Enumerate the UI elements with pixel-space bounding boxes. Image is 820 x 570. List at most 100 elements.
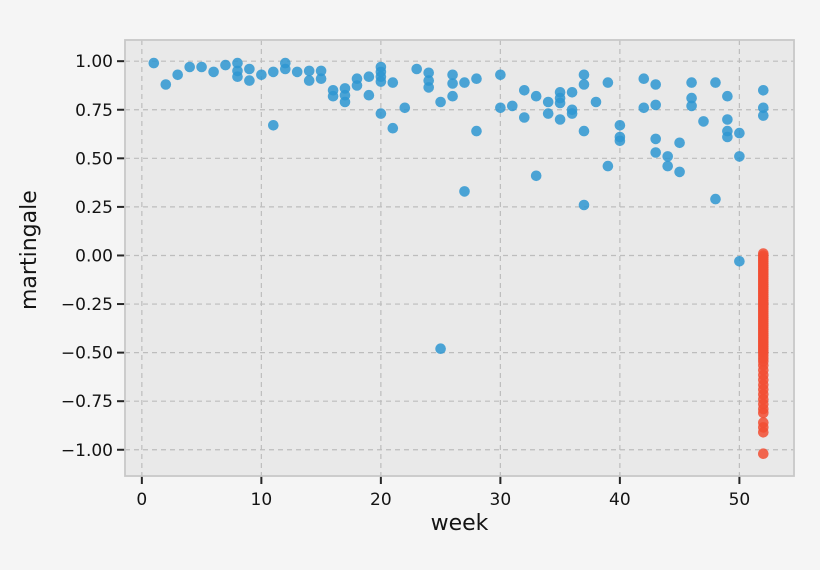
- data-point-week52-column-red: [758, 448, 769, 460]
- data-point-weekly-martingale-blue: [459, 186, 470, 197]
- data-point-weekly-martingale-blue: [554, 97, 566, 109]
- data-point-weekly-martingale-blue: [471, 125, 482, 137]
- data-point-weekly-martingale-blue: [734, 255, 745, 267]
- data-point-weekly-martingale-blue: [650, 99, 661, 111]
- data-point-weekly-martingale-blue: [554, 114, 566, 125]
- y-axis-title: martingale: [17, 190, 42, 310]
- data-point-weekly-martingale-blue: [758, 110, 769, 121]
- data-point-weekly-martingale-blue: [303, 75, 315, 86]
- data-point-weekly-martingale-blue: [566, 87, 578, 98]
- data-point-weekly-martingale-blue: [172, 69, 183, 81]
- data-point-weekly-martingale-blue: [578, 199, 590, 211]
- x-tick-label: 10: [251, 490, 273, 510]
- data-point-weekly-martingale-blue: [638, 73, 650, 84]
- data-point-weekly-martingale-blue: [734, 127, 745, 139]
- plot-background: [125, 40, 794, 476]
- data-point-weekly-martingale-blue: [315, 73, 327, 84]
- data-point-weekly-martingale-blue: [411, 63, 423, 75]
- data-point-weekly-martingale-blue: [530, 170, 542, 182]
- x-tick-label: 50: [729, 490, 751, 510]
- data-point-weekly-martingale-blue: [686, 92, 697, 104]
- data-point-week52-column-red: [758, 427, 769, 438]
- data-point-weekly-martingale-blue: [339, 96, 351, 108]
- data-point-weekly-martingale-blue: [244, 63, 255, 75]
- x-tick-label: 20: [370, 490, 392, 510]
- data-point-weekly-martingale-blue: [674, 137, 685, 149]
- data-point-weekly-martingale-blue: [459, 77, 470, 88]
- data-point-weekly-martingale-blue: [650, 147, 661, 158]
- data-point-weekly-martingale-blue: [232, 57, 243, 69]
- data-point-weekly-martingale-blue: [423, 82, 435, 93]
- data-point-weekly-martingale-blue: [650, 133, 661, 145]
- data-point-weekly-martingale-blue: [686, 77, 697, 88]
- data-point-weekly-martingale-blue: [268, 120, 279, 131]
- data-point-weekly-martingale-blue: [447, 90, 458, 102]
- data-point-weekly-martingale-blue: [447, 69, 458, 81]
- x-tick-label: 0: [136, 490, 147, 510]
- data-point-weekly-martingale-blue: [435, 343, 446, 355]
- data-point-weekly-martingale-blue: [578, 69, 590, 81]
- data-point-weekly-martingale-blue: [160, 79, 172, 90]
- data-point-weekly-martingale-blue: [435, 96, 446, 108]
- data-point-weekly-martingale-blue: [614, 120, 626, 131]
- x-tick-label: 40: [609, 490, 631, 510]
- x-tick-label: 30: [490, 490, 512, 510]
- data-point-weekly-martingale-blue: [602, 77, 614, 88]
- data-point-weekly-martingale-blue: [722, 114, 733, 125]
- data-point-weekly-martingale-blue: [650, 79, 661, 90]
- y-tick-label: −1.00: [61, 441, 113, 461]
- data-point-weekly-martingale-blue: [698, 116, 709, 127]
- data-point-weekly-martingale-blue: [578, 79, 590, 90]
- data-point-weekly-martingale-blue: [387, 77, 399, 88]
- data-point-weekly-martingale-blue: [387, 122, 399, 134]
- data-point-weekly-martingale-blue: [662, 160, 673, 172]
- data-point-weekly-martingale-blue: [758, 102, 769, 114]
- y-tick-label: −0.75: [61, 392, 113, 412]
- data-point-weekly-martingale-blue: [710, 77, 721, 88]
- data-point-weekly-martingale-blue: [184, 61, 195, 73]
- data-point-weekly-martingale-blue: [375, 76, 387, 87]
- data-point-weekly-martingale-blue: [280, 63, 291, 75]
- data-point-weekly-martingale-blue: [686, 100, 697, 112]
- data-point-weekly-martingale-blue: [244, 75, 255, 86]
- data-point-weekly-martingale-blue: [602, 160, 614, 172]
- data-point-weekly-martingale-blue: [590, 96, 602, 108]
- data-point-weekly-martingale-blue: [519, 112, 530, 123]
- data-point-weekly-martingale-blue: [578, 125, 590, 137]
- data-point-weekly-martingale-blue: [758, 85, 769, 96]
- data-point-weekly-martingale-blue: [363, 71, 375, 82]
- y-tick-label: 0.75: [75, 101, 113, 121]
- data-point-weekly-martingale-blue: [303, 65, 315, 77]
- data-point-weekly-martingale-blue: [638, 102, 650, 114]
- data-point-weekly-martingale-blue: [220, 59, 231, 71]
- data-point-weekly-martingale-blue: [542, 96, 554, 108]
- data-point-weekly-martingale-blue: [519, 85, 530, 96]
- y-tick-label: 0.25: [75, 198, 113, 218]
- y-tick-label: −0.50: [61, 344, 113, 364]
- data-point-weekly-martingale-blue: [363, 89, 375, 101]
- data-point-weekly-martingale-blue: [495, 102, 506, 114]
- y-tick-label: −0.25: [61, 295, 113, 315]
- data-point-weekly-martingale-blue: [268, 66, 279, 78]
- data-point-weekly-martingale-blue: [722, 90, 733, 102]
- data-point-weekly-martingale-blue: [423, 67, 435, 79]
- data-point-weekly-martingale-blue: [674, 166, 685, 178]
- y-tick-label: 0.00: [75, 246, 113, 266]
- data-point-weekly-martingale-blue: [399, 102, 411, 114]
- data-point-weekly-martingale-blue: [471, 73, 482, 84]
- data-point-weekly-martingale-blue: [530, 90, 542, 102]
- data-point-weekly-martingale-blue: [375, 108, 387, 119]
- data-point-weekly-martingale-blue: [232, 71, 243, 82]
- data-point-weekly-martingale-blue: [327, 90, 339, 102]
- y-tick-label: 0.50: [75, 149, 113, 169]
- plot-border: [124, 39, 795, 477]
- data-point-weekly-martingale-blue: [208, 66, 219, 78]
- data-point-weekly-martingale-blue: [710, 193, 721, 205]
- data-point-weekly-martingale-blue: [566, 108, 578, 119]
- data-point-weekly-martingale-blue: [734, 151, 745, 162]
- data-point-weekly-martingale-blue: [662, 151, 673, 162]
- data-point-weekly-martingale-blue: [542, 108, 554, 119]
- y-tick-label: 1.00: [75, 52, 113, 72]
